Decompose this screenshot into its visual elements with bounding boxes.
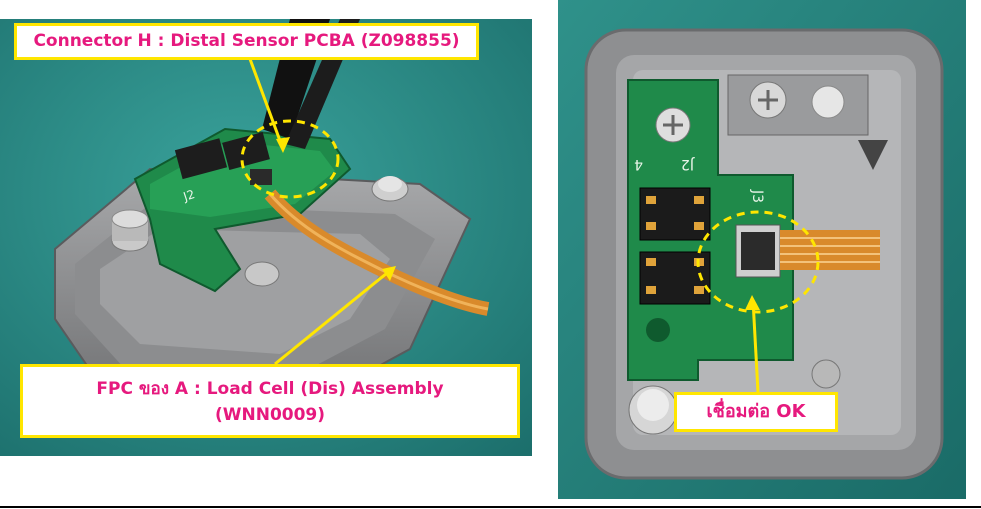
right-photo: J2 4 J3: [558, 0, 966, 499]
callout-fpc-line2: (WNN0009): [214, 405, 326, 425]
callout-fpc: FPC ของ A : Load Cell (Dis) Assembly (WN…: [20, 364, 520, 438]
arrow-fpc: [274, 267, 393, 366]
pcb-silk-label: J2: [181, 187, 197, 204]
left-photo-illustration: J2: [0, 19, 532, 456]
silk-4: 4: [634, 156, 643, 172]
silk-j3: J3: [749, 189, 765, 203]
callout-fpc-line1: FPC ของ A : Load Cell (Dis) Assembly: [96, 379, 444, 399]
arrow-connector: [248, 58, 285, 150]
callout-connection-ok: เชื่อมต่อ OK: [674, 392, 838, 432]
left-photo: J2: [0, 19, 532, 456]
socket-top: [639, 187, 711, 241]
callout-connector-text: Connector H : Distal Sensor PCBA (Z09885…: [33, 31, 460, 51]
silk-j2: J2: [681, 156, 695, 172]
highlight-circle: [696, 210, 820, 314]
highlight-circle: [240, 119, 340, 199]
bottom-divider: [0, 506, 981, 508]
arrow-ok: [751, 299, 760, 393]
callout-ok-text: เชื่อมต่อ OK: [706, 401, 806, 422]
fpc-ribbon: [780, 230, 880, 270]
callout-connector-h: Connector H : Distal Sensor PCBA (Z09885…: [14, 23, 479, 60]
right-photo-illustration: J2 4 J3: [558, 0, 966, 499]
